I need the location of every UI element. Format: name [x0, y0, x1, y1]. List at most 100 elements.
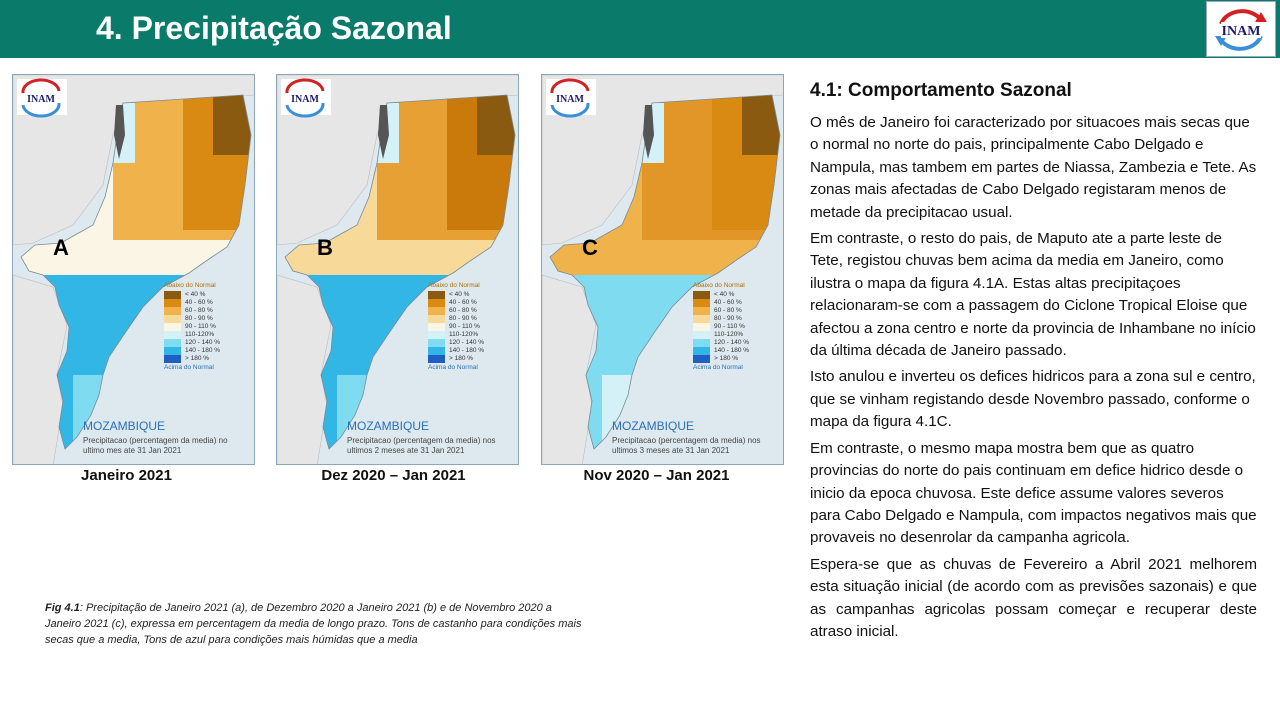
legend-swatch: [164, 323, 181, 331]
map-label-a: Janeiro 2021: [81, 467, 172, 484]
legend-swatch: [693, 315, 710, 323]
figure-caption-prefix: Fig 4.1: [45, 602, 80, 614]
legend-row: < 40 %: [164, 291, 254, 299]
legend-label: > 180 %: [449, 355, 474, 362]
legend-swatch: [428, 331, 445, 339]
legend-row: 60 - 80 %: [693, 307, 783, 315]
legend-swatch: [693, 307, 710, 315]
legend-swatch: [164, 347, 181, 355]
legend-row: > 180 %: [693, 355, 783, 363]
legend-row: > 180 %: [164, 355, 254, 363]
legend-label: 140 - 180 %: [714, 347, 750, 354]
legend-row: > 180 %: [428, 355, 518, 363]
page-title: 4. Precipitação Sazonal: [96, 10, 452, 46]
legend-row: 90 - 110 %: [428, 323, 518, 331]
map-logo: INAM: [17, 78, 67, 118]
legend-row: 120 - 140 %: [693, 339, 783, 347]
legend-swatch: [428, 347, 445, 355]
legend-row: 140 - 180 %: [428, 347, 518, 355]
legend-row: 120 - 140 %: [428, 339, 518, 347]
legend-label: 80 - 90 %: [185, 315, 213, 322]
precipitation-map: INAM: [542, 75, 783, 464]
legend-title: Abaixo do Normal: [164, 282, 216, 289]
legend-swatch: [693, 323, 710, 331]
legend-label: > 180 %: [185, 355, 210, 362]
paragraph-5: Espera-se que as chuvas de Fevereiro a A…: [810, 555, 1257, 640]
paragraph-2: Em contraste, o resto do pais, de Maputo…: [810, 230, 1256, 360]
map-legend: Abaixo do Normal < 40 % 40 - 60 % 60 - 80 %…: [164, 282, 254, 372]
legend-label: 120 - 140 %: [185, 339, 221, 346]
map-country-label: MOZAMBIQUE: [347, 419, 430, 433]
legend-label: 110-120%: [185, 331, 215, 338]
legend-row: 110-120%: [428, 331, 518, 339]
legend-swatch: [164, 315, 181, 323]
legend-row: < 40 %: [428, 291, 518, 299]
legend-label: 60 - 80 %: [185, 307, 213, 314]
legend-label: 60 - 80 %: [714, 307, 742, 314]
legend-label: 40 - 60 %: [185, 299, 213, 306]
map-caption: Precipitacao (percentagem da media) nos …: [612, 436, 761, 455]
logo-text: INAM: [1222, 24, 1261, 39]
map-logo: INAM: [281, 78, 331, 118]
legend-swatch: [164, 355, 181, 363]
legend-swatch: [164, 299, 181, 307]
legend-label: 60 - 80 %: [449, 307, 477, 314]
map-logo-text: INAM: [556, 94, 584, 105]
legend-title: Abaixo do Normal: [428, 282, 480, 289]
legend-row: 90 - 110 %: [693, 323, 783, 331]
legend-label: 90 - 110 %: [449, 323, 480, 330]
legend-label: 140 - 180 %: [449, 347, 485, 354]
map-panel-c: INAM C Abaixo do Normal < 40 % 40 - 60 % 60 -…: [541, 74, 784, 465]
legend-row: 110-120%: [164, 331, 254, 339]
paragraph-3: Isto anulou e inverteu os defices hidric…: [810, 368, 1256, 431]
legend-label: 90 - 110 %: [185, 323, 216, 330]
legend-row: 40 - 60 %: [693, 299, 783, 307]
text-column: 4.1: Comportamento Sazonal O mês de Jane…: [810, 80, 1257, 647]
legend-swatch: [693, 347, 710, 355]
paragraph-4: Em contraste, o mesmo mapa mostra bem qu…: [810, 439, 1257, 547]
legend-row: 110-120%: [693, 331, 783, 339]
legend-row: 60 - 80 %: [164, 307, 254, 315]
map-panel-a: INAM A Abaixo do Normal < 40 % 40 - 60 % 60 -…: [12, 74, 255, 465]
legend-row: 80 - 90 %: [428, 315, 518, 323]
legend-swatch: [428, 291, 445, 299]
panel-letter: B: [317, 235, 333, 260]
figure-caption: Fig 4.1: Precipitação de Janeiro 2021 (a…: [45, 600, 585, 648]
legend-label: 80 - 90 %: [449, 315, 477, 322]
map-label-b: Dez 2020 – Jan 2021: [321, 467, 466, 484]
legend-swatch: [428, 299, 445, 307]
paragraph-1: O mês de Janeiro foi caracterizado por s…: [810, 114, 1257, 221]
legend-swatch: [428, 323, 445, 331]
panel-letter: A: [53, 235, 69, 260]
legend-swatch: [693, 355, 710, 363]
legend-swatch: [428, 307, 445, 315]
legend-swatch: [693, 299, 710, 307]
inam-logo: INAM: [1206, 1, 1276, 57]
legend-row: 140 - 180 %: [693, 347, 783, 355]
legend-row: < 40 %: [693, 291, 783, 299]
legend-row: 40 - 60 %: [164, 299, 254, 307]
legend-row: 90 - 110 %: [164, 323, 254, 331]
legend-label: 120 - 140 %: [714, 339, 750, 346]
legend-label: > 180 %: [714, 355, 739, 362]
legend-swatch: [428, 355, 445, 363]
legend-label: 80 - 90 %: [714, 315, 742, 322]
section-heading: 4.1: Comportamento Sazonal: [810, 80, 1072, 101]
title-bar: 4. Precipitação Sazonal INAM: [0, 0, 1280, 58]
legend-label: 140 - 180 %: [185, 347, 221, 354]
map-caption: Precipitacao (percentagem da media) nos …: [347, 436, 496, 455]
panel-letter: C: [582, 235, 598, 260]
map-legend: Abaixo do Normal < 40 % 40 - 60 % 60 - 80 %…: [428, 282, 518, 372]
map-panel-b: INAM B Abaixo do Normal < 40 % 40 - 60 % 60 -…: [276, 74, 519, 465]
legend-label: 90 - 110 %: [714, 323, 745, 330]
legend-row: 80 - 90 %: [693, 315, 783, 323]
legend-label: 120 - 140 %: [449, 339, 485, 346]
legend-row: 120 - 140 %: [164, 339, 254, 347]
legend-swatch: [164, 291, 181, 299]
legend-swatch: [693, 291, 710, 299]
legend-row: 80 - 90 %: [164, 315, 254, 323]
precipitation-map: INAM: [13, 75, 254, 464]
map-country-label: MOZAMBIQUE: [83, 419, 166, 433]
map-logo: INAM: [546, 78, 596, 118]
legend-swatch: [428, 339, 445, 347]
